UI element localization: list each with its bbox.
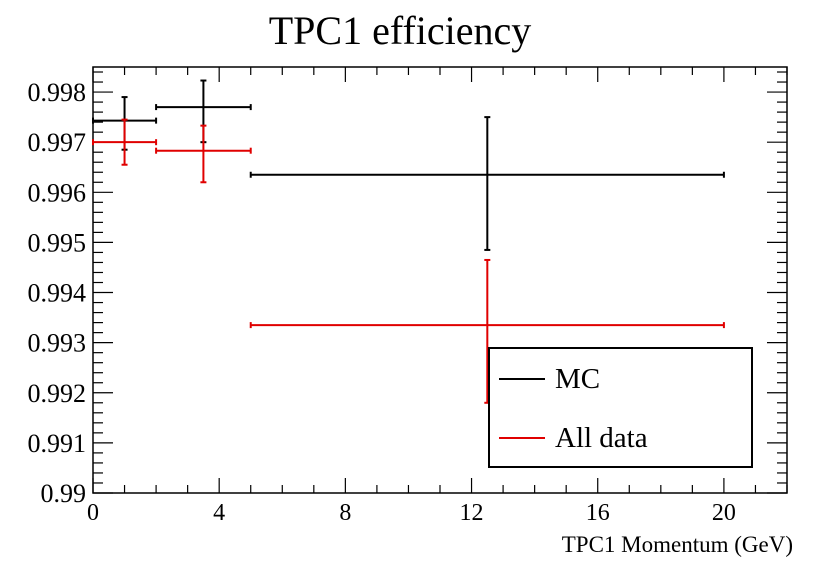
axis-ticks	[92, 67, 788, 494]
x-tick-label: 12	[460, 500, 484, 526]
legend-label-mc: MC	[555, 363, 600, 395]
axis-tick-labels: 0 4 8 12 16 20 0.99 0.991 0.992 0.993 0.994 0.995 0.…	[28, 78, 736, 526]
data-point-all-data	[155, 124, 252, 184]
data-point-all-data	[249, 258, 725, 404]
y-tick-label: 0.991	[28, 429, 87, 458]
y-tick-label: 0.998	[28, 78, 87, 107]
legend-box	[488, 347, 753, 468]
legend: MC All data	[488, 347, 753, 468]
x-tick-label: 8	[339, 500, 351, 526]
data-marks	[92, 79, 725, 404]
x-tick-label: 0	[87, 500, 99, 526]
y-tick-label: 0.997	[28, 128, 87, 157]
y-tick-label: 0.992	[28, 379, 87, 408]
y-tick-label: 0.994	[28, 279, 87, 308]
chart-title: TPC1 efficiency	[269, 8, 532, 53]
x-tick-label: 4	[213, 500, 225, 526]
y-tick-label: 0.996	[28, 178, 87, 207]
x-tick-label: 20	[712, 500, 736, 526]
x-axis-label: TPC1 Momentum (GeV)	[562, 532, 793, 557]
y-tick-label: 0.99	[41, 479, 87, 508]
y-tick-label: 0.995	[28, 228, 87, 257]
x-tick-label: 16	[586, 500, 610, 526]
y-tick-label: 0.993	[28, 329, 87, 358]
data-point-mc	[249, 116, 725, 251]
data-point-all-data	[92, 118, 158, 166]
legend-label-all-data: All data	[555, 422, 648, 454]
